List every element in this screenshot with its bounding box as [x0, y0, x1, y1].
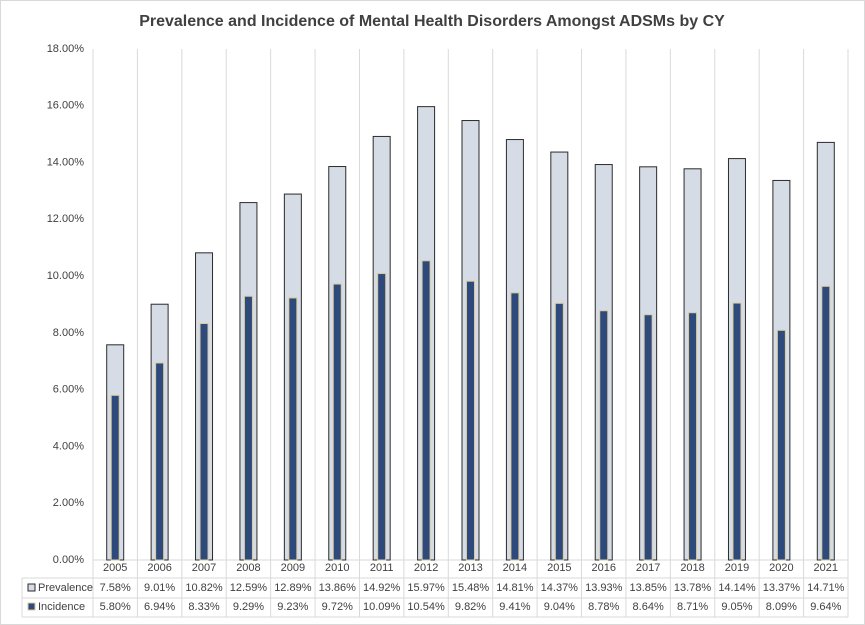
x-tick-label: 2019	[725, 562, 749, 574]
table-value: 9.01%	[144, 582, 175, 594]
x-tick-label: 2015	[547, 562, 571, 574]
table-value: 13.78%	[674, 582, 712, 594]
x-tick-label: 2009	[281, 562, 305, 574]
table-value: 8.71%	[677, 601, 708, 613]
x-tick-label: 2008	[236, 562, 260, 574]
bar	[332, 283, 342, 561]
y-tick-label: 6.00%	[53, 384, 84, 396]
x-tick-label: 2011	[370, 562, 394, 574]
legend-label: Incidence	[38, 601, 85, 613]
y-tick-label: 0.00%	[53, 554, 84, 566]
table-value: 15.48%	[452, 582, 490, 594]
table-value: 13.86%	[319, 582, 357, 594]
bar	[643, 314, 653, 561]
bar	[288, 297, 298, 561]
table-value: 6.94%	[144, 601, 175, 613]
table-value: 13.85%	[629, 582, 667, 594]
x-tick-label: 2016	[591, 562, 615, 574]
table-value: 13.37%	[763, 582, 801, 594]
table-value: 12.89%	[274, 582, 312, 594]
table-value: 14.71%	[807, 582, 845, 594]
table-value: 9.82%	[455, 601, 486, 613]
table-value: 9.72%	[322, 601, 353, 613]
bar	[688, 312, 698, 561]
table-value: 10.09%	[363, 601, 401, 613]
x-tick-label: 2021	[814, 562, 838, 574]
legend-swatch	[27, 583, 36, 592]
x-tick-label: 2012	[414, 562, 438, 574]
table-value: 10.82%	[185, 582, 223, 594]
legend-swatch	[27, 602, 36, 611]
y-tick-label: 18.00%	[47, 43, 85, 55]
x-tick-label: 2007	[192, 562, 216, 574]
y-tick-label: 8.00%	[53, 327, 84, 339]
x-tick-label: 2020	[769, 562, 793, 574]
table-value: 13.93%	[585, 582, 623, 594]
y-tick-label: 16.00%	[47, 100, 85, 112]
bar	[466, 280, 475, 561]
bar	[110, 394, 120, 561]
x-tick-label: 2017	[636, 562, 660, 574]
table-value: 8.33%	[188, 601, 219, 613]
chart-title: Prevalence and Incidence of Mental Healt…	[139, 13, 725, 30]
y-tick-label: 2.00%	[53, 497, 84, 509]
y-tick-label: 4.00%	[53, 440, 84, 452]
x-tick-label: 2013	[458, 562, 482, 574]
bar	[732, 302, 742, 561]
bar	[421, 260, 431, 561]
bar	[377, 273, 387, 561]
table-value: 15.97%	[407, 582, 445, 594]
table-value: 8.78%	[588, 601, 619, 613]
x-tick-label: 2014	[503, 562, 527, 574]
table-value: 14.14%	[718, 582, 756, 594]
y-tick-label: 12.00%	[47, 213, 85, 225]
bar	[155, 362, 165, 561]
y-tick-label: 14.00%	[47, 156, 85, 168]
bar	[199, 323, 209, 561]
table-value: 10.54%	[407, 601, 445, 613]
table-value: 8.64%	[633, 601, 664, 613]
bar	[776, 329, 786, 561]
bar	[243, 295, 253, 561]
table-value: 9.05%	[721, 601, 752, 613]
x-tick-label: 2010	[325, 562, 349, 574]
table-value: 9.41%	[499, 601, 530, 613]
legend-label: Prevalence	[38, 582, 93, 594]
x-tick-label: 2018	[680, 562, 704, 574]
table-value: 9.29%	[233, 601, 264, 613]
bar	[554, 302, 564, 561]
table-value: 9.23%	[277, 601, 308, 613]
bar	[599, 310, 609, 561]
x-tick-label: 2005	[103, 562, 127, 574]
table-value: 8.09%	[766, 601, 797, 613]
bar	[821, 285, 831, 561]
table-value: 5.80%	[100, 601, 131, 613]
table-value: 9.04%	[544, 601, 575, 613]
table-value: 14.81%	[496, 582, 534, 594]
table-value: 9.64%	[810, 601, 841, 613]
table-value: 7.58%	[100, 582, 131, 594]
table-value: 14.92%	[363, 582, 401, 594]
table-value: 12.59%	[230, 582, 268, 594]
table-value: 14.37%	[541, 582, 579, 594]
y-tick-label: 10.00%	[47, 270, 85, 282]
bar	[510, 292, 520, 561]
x-tick-label: 2006	[147, 562, 171, 574]
